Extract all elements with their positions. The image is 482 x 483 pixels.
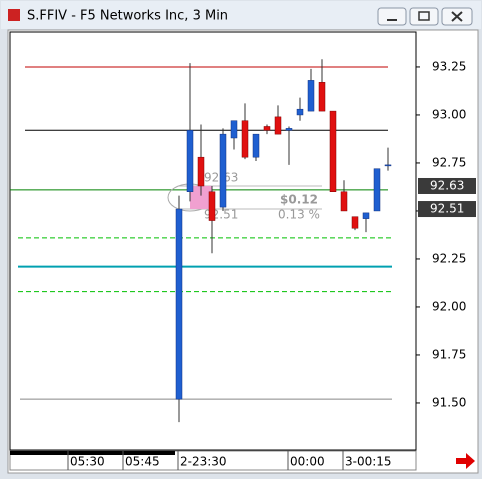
scroll-arrow[interactable] (456, 453, 475, 469)
x-tick-label: 2-23:30 (180, 455, 227, 469)
window-title: S.FFIV - F5 Networks Inc, 3 Min (27, 9, 228, 24)
candle-body (285, 128, 293, 131)
measure-percent: 0.13 % (278, 208, 320, 222)
candle-body (263, 126, 271, 131)
candle-body (175, 208, 183, 400)
candle-body (362, 212, 370, 219)
app-icon (8, 9, 20, 21)
x-tick-label: 00:00 (290, 455, 325, 469)
x-tick-label: 05:45 (125, 455, 160, 469)
y-tick-label: 91.75 (432, 347, 466, 361)
price-tag (418, 201, 476, 218)
minimize-button[interactable] (377, 7, 407, 26)
candle-body (351, 216, 359, 229)
y-tick-label: 92.75 (432, 155, 466, 169)
candle-body (340, 191, 348, 212)
candle-body (252, 133, 260, 158)
candle-body (384, 164, 392, 167)
candle-body (230, 120, 238, 139)
price-tag-label: 92.51 (430, 202, 464, 216)
y-tick-label: 91.50 (432, 395, 466, 409)
measure-change: $0.12 (280, 192, 318, 206)
plot: 91.5091.7592.0092.2592.5092.7593.0093.25… (10, 59, 476, 470)
candle-body (186, 130, 194, 193)
close-icon (451, 11, 463, 22)
x-tick-label: 3-00:15 (345, 455, 392, 469)
maximize-button[interactable] (409, 7, 439, 26)
y-tick-label: 92.25 (432, 251, 466, 265)
history-bar (10, 451, 175, 455)
candle-body (274, 116, 282, 135)
candle-body (241, 120, 249, 158)
candle-body (373, 168, 381, 212)
plot-area (9, 31, 417, 451)
maximize-icon (418, 11, 430, 21)
y-tick-label: 92.00 (432, 299, 466, 313)
candle-body (329, 110, 337, 193)
price-tag (418, 177, 476, 194)
y-tick-label: 93.00 (432, 107, 466, 121)
candle-body (318, 82, 326, 112)
y-tick-label: 93.25 (432, 59, 466, 73)
time-axis (9, 450, 417, 471)
measure-box (190, 185, 212, 210)
candle-body (219, 133, 227, 208)
candle-body (208, 191, 216, 221)
x-tick-label: 05:30 (70, 455, 105, 469)
candle-body (307, 80, 315, 112)
candle-body (296, 108, 304, 116)
candle-body (197, 156, 205, 187)
price-tag-label: 92.63 (430, 178, 464, 192)
